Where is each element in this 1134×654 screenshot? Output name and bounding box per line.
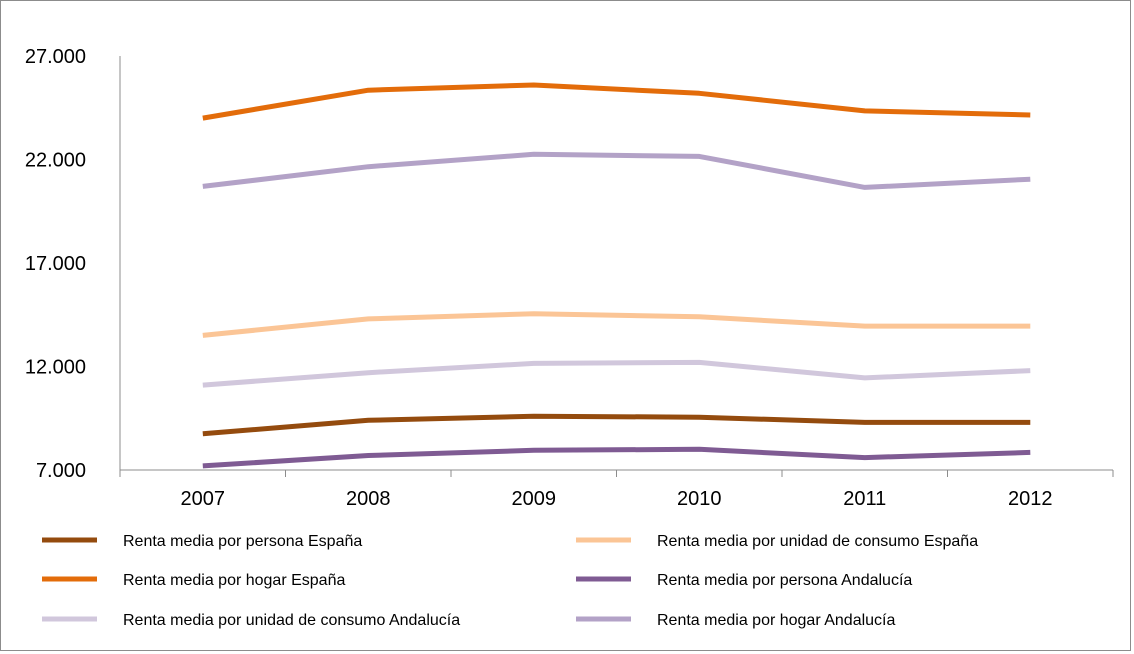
y-tick-labels: 7.000 12.000 17.000 22.000 27.000 bbox=[25, 46, 86, 482]
x-tick-label: 2011 bbox=[843, 488, 886, 510]
legend-item: Renta media por hogar España bbox=[42, 572, 345, 589]
axes bbox=[119, 56, 1113, 471]
series-line-4 bbox=[202, 446, 1031, 469]
series-line-3 bbox=[202, 82, 1031, 121]
legend-label: Renta media por hogar Andalucía bbox=[657, 612, 895, 629]
y-tick-label: 27.000 bbox=[25, 46, 86, 68]
x-tick-label: 2010 bbox=[677, 488, 722, 510]
y-tick-label: 22.000 bbox=[25, 150, 86, 172]
x-tick-label: 2012 bbox=[1008, 488, 1053, 510]
legend-label: Renta media por unidad de consumo Andalu… bbox=[123, 612, 460, 629]
legend-item: Renta media por hogar Andalucía bbox=[576, 612, 895, 629]
series-line-2 bbox=[202, 311, 1031, 338]
legend-item: Renta media por persona España bbox=[42, 533, 362, 550]
x-tick-label: 2009 bbox=[512, 488, 557, 510]
legend-item: Renta media por unidad de consumo España bbox=[576, 533, 978, 550]
y-tick-label: 7.000 bbox=[36, 460, 86, 482]
x-tick-label: 2007 bbox=[181, 488, 226, 510]
legend-label: Renta media por hogar España bbox=[123, 572, 345, 589]
legend-label: Renta media por persona España bbox=[123, 533, 362, 550]
series-line-6 bbox=[202, 151, 1031, 190]
series-line-5 bbox=[202, 359, 1031, 388]
x-tick-label: 2008 bbox=[346, 488, 391, 510]
y-tick-label: 12.000 bbox=[25, 357, 86, 379]
series-lines bbox=[202, 82, 1031, 469]
legend: Renta media por persona España Renta medi… bbox=[42, 533, 978, 629]
legend-label: Renta media por unidad de consumo España bbox=[657, 533, 978, 550]
legend-label: Renta media por persona Andalucía bbox=[657, 572, 912, 589]
series-line-1 bbox=[202, 413, 1031, 437]
legend-item: Renta media por persona Andalucía bbox=[576, 572, 912, 589]
y-tick-label: 17.000 bbox=[25, 253, 86, 275]
legend-item: Renta media por unidad de consumo Andalu… bbox=[42, 612, 460, 629]
x-tick-labels: 2007 2008 2009 2010 2011 2012 bbox=[119, 470, 1114, 510]
